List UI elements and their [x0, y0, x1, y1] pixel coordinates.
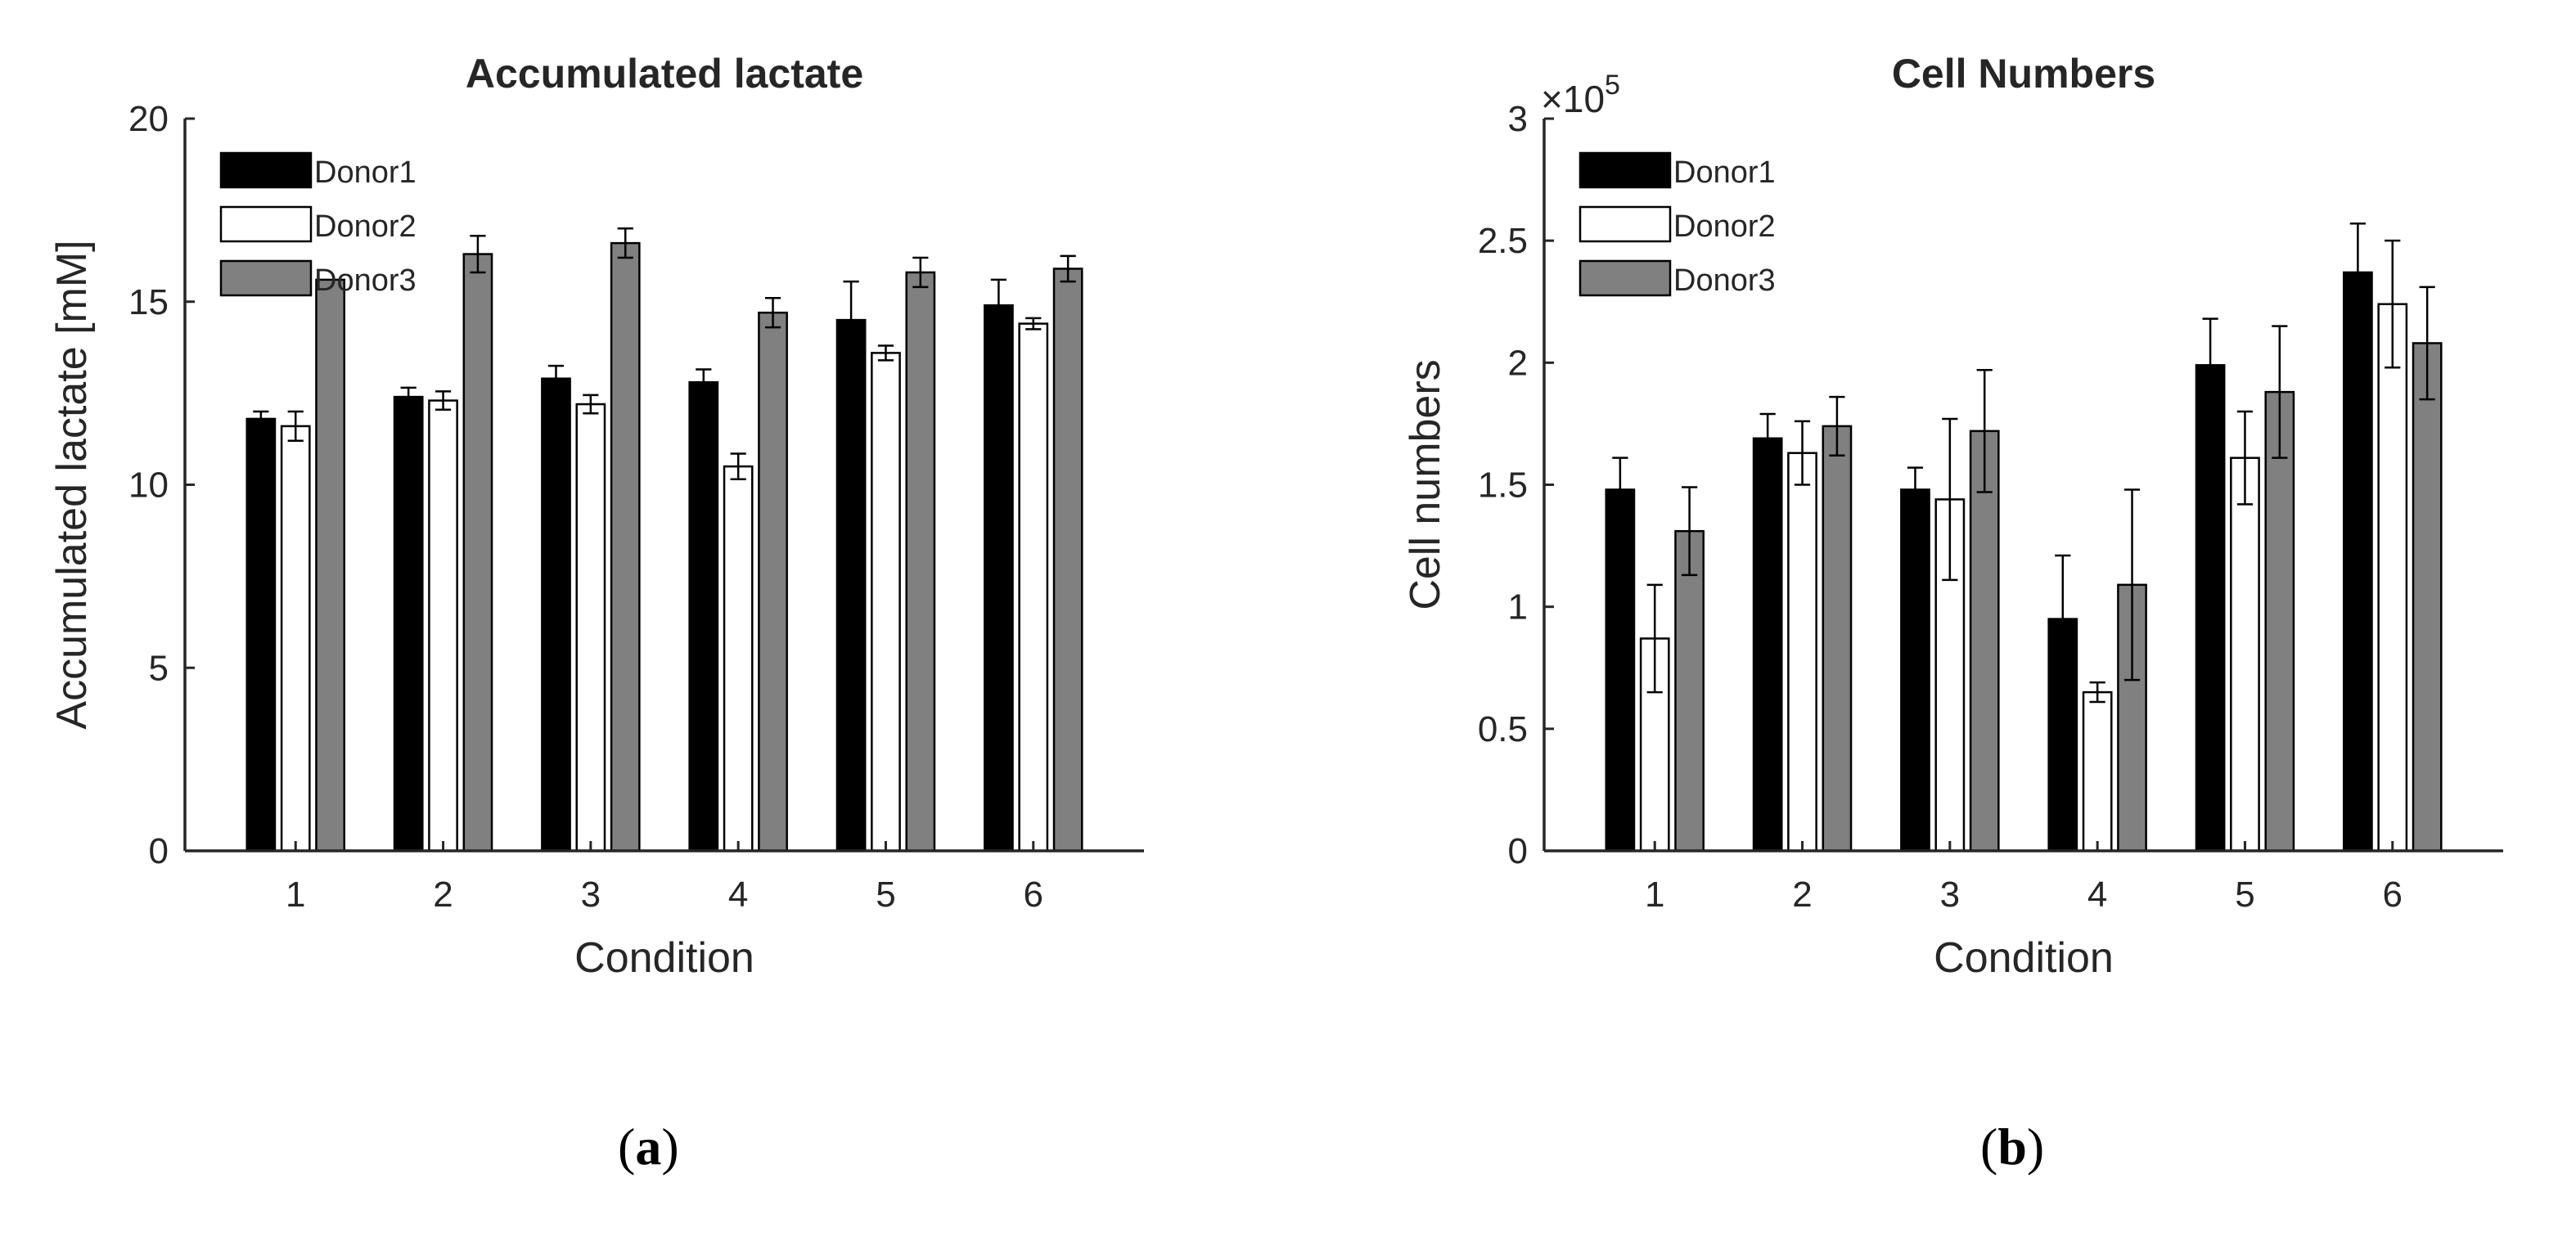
bar	[1052, 268, 1083, 852]
bar	[610, 241, 641, 852]
x-tick-label: 4	[728, 875, 748, 915]
bar	[1605, 488, 1636, 852]
bar	[688, 380, 719, 852]
bar	[2377, 303, 2408, 852]
x-tick-label: 1	[286, 875, 305, 915]
x-tick-label: 4	[2087, 875, 2107, 915]
x-tick-label: 3	[1940, 875, 1960, 915]
bar	[393, 395, 424, 852]
chart-accumulated-lactate: 0 5 10 15 20 1 2 3 4 5 6 Accumulated lactate Conditi…	[48, 51, 1144, 982]
legend-label: Donor2	[314, 209, 417, 244]
bar	[723, 465, 754, 852]
y-axis-label: Cell numbers	[1402, 359, 1449, 610]
legend-swatch	[219, 259, 313, 297]
panel-label-a: (a)	[618, 1118, 679, 1176]
bar	[462, 253, 493, 852]
y-tick-label: 0	[1508, 831, 1528, 871]
bar	[1822, 425, 1853, 852]
legend-swatch	[219, 151, 313, 189]
bar	[315, 278, 345, 852]
x-tick-label: 5	[876, 875, 895, 915]
bar	[575, 403, 606, 852]
bar	[2195, 364, 2226, 852]
legend-label: Donor3	[314, 263, 417, 298]
legend-swatch	[1578, 205, 1672, 243]
legend-label: Donor3	[1673, 263, 1776, 298]
bar	[1752, 437, 1783, 852]
y-tick-label: 1	[1508, 587, 1528, 627]
bar	[2230, 457, 2260, 852]
bar	[1018, 322, 1049, 852]
x-tick-label: 6	[2383, 875, 2403, 915]
bar	[2343, 271, 2373, 852]
y-scale-factor: ×105	[1541, 70, 1620, 120]
panel-label-b: (b)	[1980, 1118, 2045, 1176]
legend-swatch	[1578, 259, 1672, 297]
bar	[245, 417, 277, 852]
bar	[2082, 690, 2113, 852]
bar	[1969, 430, 2000, 852]
bar	[2264, 390, 2295, 852]
bar	[758, 311, 788, 852]
y-tick-label: 1.5	[1478, 466, 1528, 506]
x-tick-label: 5	[2235, 875, 2254, 915]
legend-label: Donor1	[314, 155, 417, 190]
y-tick-label: 3	[1508, 99, 1528, 139]
legend-label: Donor1	[1673, 155, 1776, 190]
y-scale-exponent: 5	[1605, 70, 1620, 101]
bar	[905, 271, 936, 852]
bar	[871, 352, 901, 852]
bar	[280, 425, 311, 852]
x-tick-label: 2	[433, 875, 453, 915]
bar	[2412, 342, 2443, 852]
x-axis-label: Condition	[1934, 934, 2114, 982]
y-tick-label: 0.5	[1478, 709, 1528, 749]
bar	[835, 318, 867, 852]
bar	[984, 304, 1014, 852]
y-tick-label: 0	[149, 831, 169, 871]
bar	[428, 399, 458, 852]
y-tick-label: 20	[128, 99, 169, 139]
y-tick-label: 15	[128, 282, 169, 322]
x-tick-label: 1	[1645, 875, 1664, 915]
x-axis-label: Condition	[574, 934, 754, 982]
y-axis-label: Accumulated lactate [mM]	[48, 240, 96, 729]
bar	[1900, 488, 1930, 852]
y-tick-label: 2.5	[1478, 221, 1528, 261]
chart-title: Accumulated lactate	[466, 51, 863, 97]
legend-swatch	[219, 205, 313, 243]
x-tick-label: 2	[1792, 875, 1812, 915]
x-tick-label: 6	[1024, 875, 1043, 915]
y-tick-label: 10	[128, 466, 169, 506]
legend-swatch	[1578, 151, 1672, 189]
bar	[1674, 529, 1705, 852]
y-tick-label: 2	[1508, 343, 1528, 383]
y-tick-label: 5	[149, 648, 169, 688]
legend-label: Donor2	[1673, 209, 1776, 244]
chart-cell-numbers: 0 0.5 1 1.5 2 2.5 3 1 2 3 4 5 6 Cell Numbers Condition…	[1402, 51, 2503, 982]
bar	[541, 377, 571, 852]
x-tick-label: 3	[581, 875, 601, 915]
chart-title: Cell Numbers	[1892, 51, 2155, 97]
bar	[1787, 452, 1817, 852]
